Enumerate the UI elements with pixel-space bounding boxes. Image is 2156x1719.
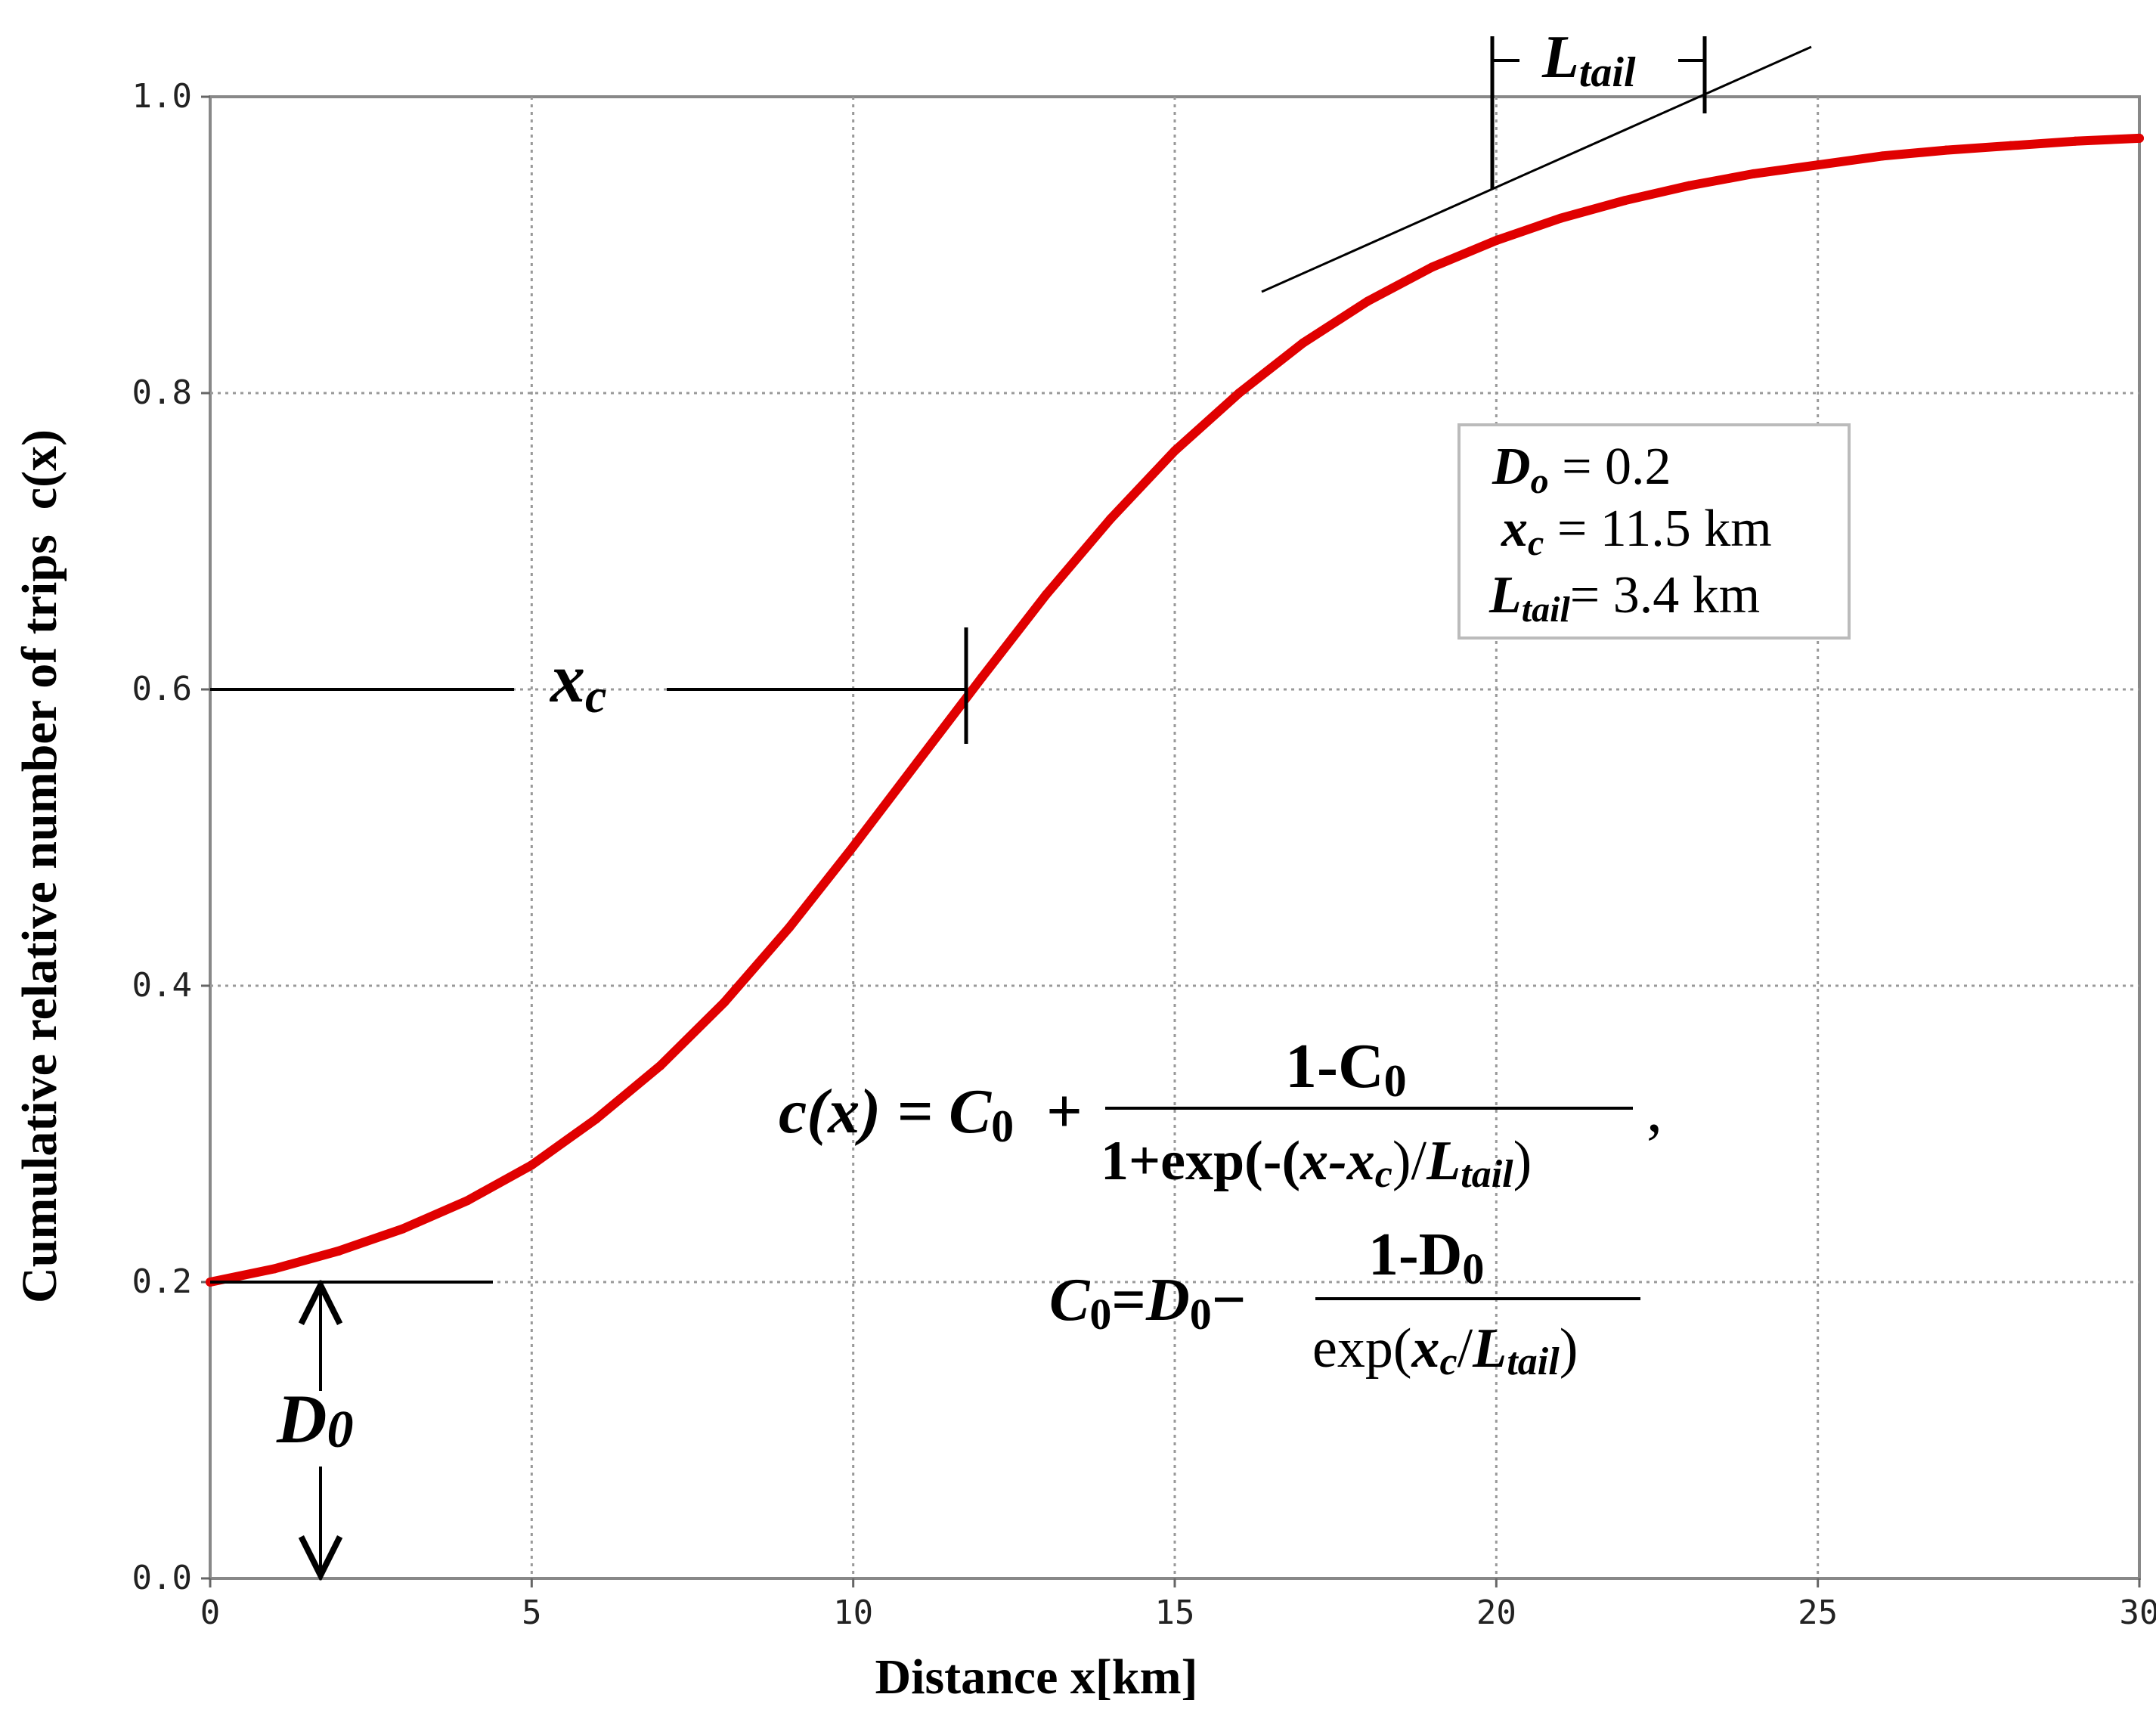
tangent-line [1261,45,1812,293]
eq1-lhs: c(x) = C0 [779,1076,1014,1151]
eq1-numerator: 1-C0 [1285,1031,1407,1106]
data-point [848,841,858,851]
parameter-box-frame [1457,423,1851,640]
data-point [977,673,987,683]
param-xc: xc = 11.5 km [1501,500,1772,563]
eq2-lhs: C0=D0− [1049,1267,1246,1339]
data-point [1105,514,1115,524]
y-axis-ticks: 0.0 0.2 0.4 0.6 0.8 1.0 [132,77,210,1597]
x-tick-label: 0 [200,1594,221,1632]
data-point [1556,213,1566,223]
y-tick-label: 0.0 [132,1559,192,1597]
series-group [206,133,2144,1287]
y-tick-label: 0.8 [132,373,192,412]
x-tick-label: 5 [522,1594,542,1632]
data-point [1299,338,1309,348]
param-d0: Do = 0.2 [1492,438,1671,501]
x-axis-ticks: 0 5 10 15 20 25 30 [200,1578,2156,1632]
data-point [1041,590,1051,599]
data-point [334,1246,344,1256]
eq2-numerator: 1-D0 [1368,1222,1484,1293]
eq1-plus: + [1046,1076,1083,1147]
y-axis-title: Cumulative relative number of trips c(x) [12,429,67,1303]
data-point [1170,446,1179,456]
data-point [527,1160,537,1170]
data-point [720,997,730,1007]
grid [210,97,2139,1578]
xc-annotation: xc [210,627,968,744]
eq1-comma: , [1646,1075,1662,1145]
data-point [784,923,794,933]
data-point [2135,133,2144,143]
parameter-box: Do = 0.2 xc = 11.5 km Ltail= 3.4 km [1457,423,1851,640]
d0-annotation: D0 [210,1282,493,1575]
data-point [912,757,922,767]
data-point [2006,141,2015,150]
y-tick-label: 0.6 [132,670,192,708]
y-tick-label: 0.2 [132,1262,192,1301]
data-point [1813,160,1823,170]
data-point [398,1224,408,1234]
data-point [1363,296,1373,306]
x-tick-label: 15 [1155,1594,1195,1632]
equation-1: c(x) = C0 + 1-C0 1+exp(-(x-xc)/Ltail) , [779,1031,1662,1196]
data-point [463,1196,472,1206]
data-point [270,1264,280,1274]
data-point [1749,169,1758,178]
eq1-denominator: 1+exp(-(x-xc)/Ltail) [1101,1130,1532,1196]
data-point [2070,136,2080,146]
data-point [1427,262,1437,272]
xc-label: xc [549,640,606,723]
data-point [1234,389,1244,398]
equation-2: C0=D0− 1-D0 exp(xc/Ltail) [1049,1222,1640,1383]
x-axis-title: Distance x[km] [875,1649,1197,1705]
y-tick-label: 1.0 [132,77,192,116]
data-point [1492,236,1501,246]
x-tick-label: 20 [1476,1594,1516,1632]
x-tick-label: 25 [1798,1594,1838,1632]
ltail-label: Ltail [1541,24,1636,96]
data-point [1620,196,1630,206]
data-point [591,1114,601,1124]
x-tick-label: 30 [2120,1594,2156,1632]
param-ltail: Ltail= 3.4 km [1488,566,1760,630]
data-point [1877,151,1887,161]
data-point [1684,181,1694,190]
data-point [1941,145,1951,155]
ltail-annotation: Ltail [1490,24,1707,189]
data-point [655,1061,665,1070]
d0-label: D0 [276,1380,353,1459]
y-tick-label: 0.4 [132,966,192,1005]
eq2-denominator: exp(xc/Ltail) [1312,1318,1578,1383]
x-tick-label: 10 [833,1594,873,1632]
